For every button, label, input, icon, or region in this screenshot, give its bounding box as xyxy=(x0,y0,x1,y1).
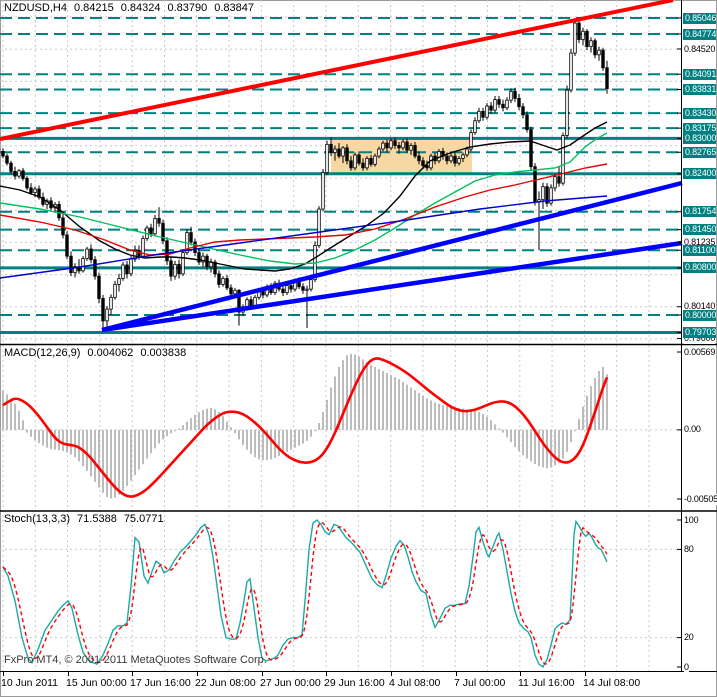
chart-header: NZDUSD,H4 0.84215 0.84324 0.83790 0.83847 xyxy=(4,2,261,14)
price-levels[interactable] xyxy=(0,17,681,334)
macd-label: MACD(12,26,9) xyxy=(4,347,81,359)
stoch-header: Stoch(13,3,3) 71.5388 75.0771 xyxy=(4,513,171,525)
stoch-label: Stoch(13,3,3) xyxy=(4,513,71,525)
macd-signal-line xyxy=(2,357,609,498)
ohlc-high: 0.84324 xyxy=(120,2,161,14)
copyright-text: FxPro MT4, © 2001-2011 MetaQuotes Softwa… xyxy=(4,654,267,666)
macd-value-main: 0.004062 xyxy=(87,347,134,359)
stoch-value-d: 75.0771 xyxy=(123,513,164,525)
ohlc-open: 0.84215 xyxy=(73,2,114,14)
trendline-blue-lower[interactable] xyxy=(101,240,683,333)
macd-histogram xyxy=(2,353,608,499)
stoch-value-k: 71.5388 xyxy=(77,513,117,525)
panel-borders xyxy=(0,0,717,676)
ohlc-close: 0.83847 xyxy=(214,2,255,14)
ma-red xyxy=(0,163,608,256)
gridlines xyxy=(0,0,681,671)
ma-blue xyxy=(0,195,608,279)
macd-value-signal: 0.003838 xyxy=(140,347,187,359)
trendline-red-resistance[interactable] xyxy=(0,0,674,141)
symbol-period-label: NZDUSD,H4 xyxy=(4,2,67,14)
ohlc-low: 0.83790 xyxy=(167,2,208,14)
trendline-blue-upper[interactable] xyxy=(101,180,683,333)
stoch-k-line xyxy=(2,519,608,669)
stoch-d-line xyxy=(2,521,608,665)
ma-green xyxy=(0,132,608,265)
macd-header: MACD(12,26,9) 0.004062 0.003838 xyxy=(4,347,193,359)
candles xyxy=(1,18,609,332)
